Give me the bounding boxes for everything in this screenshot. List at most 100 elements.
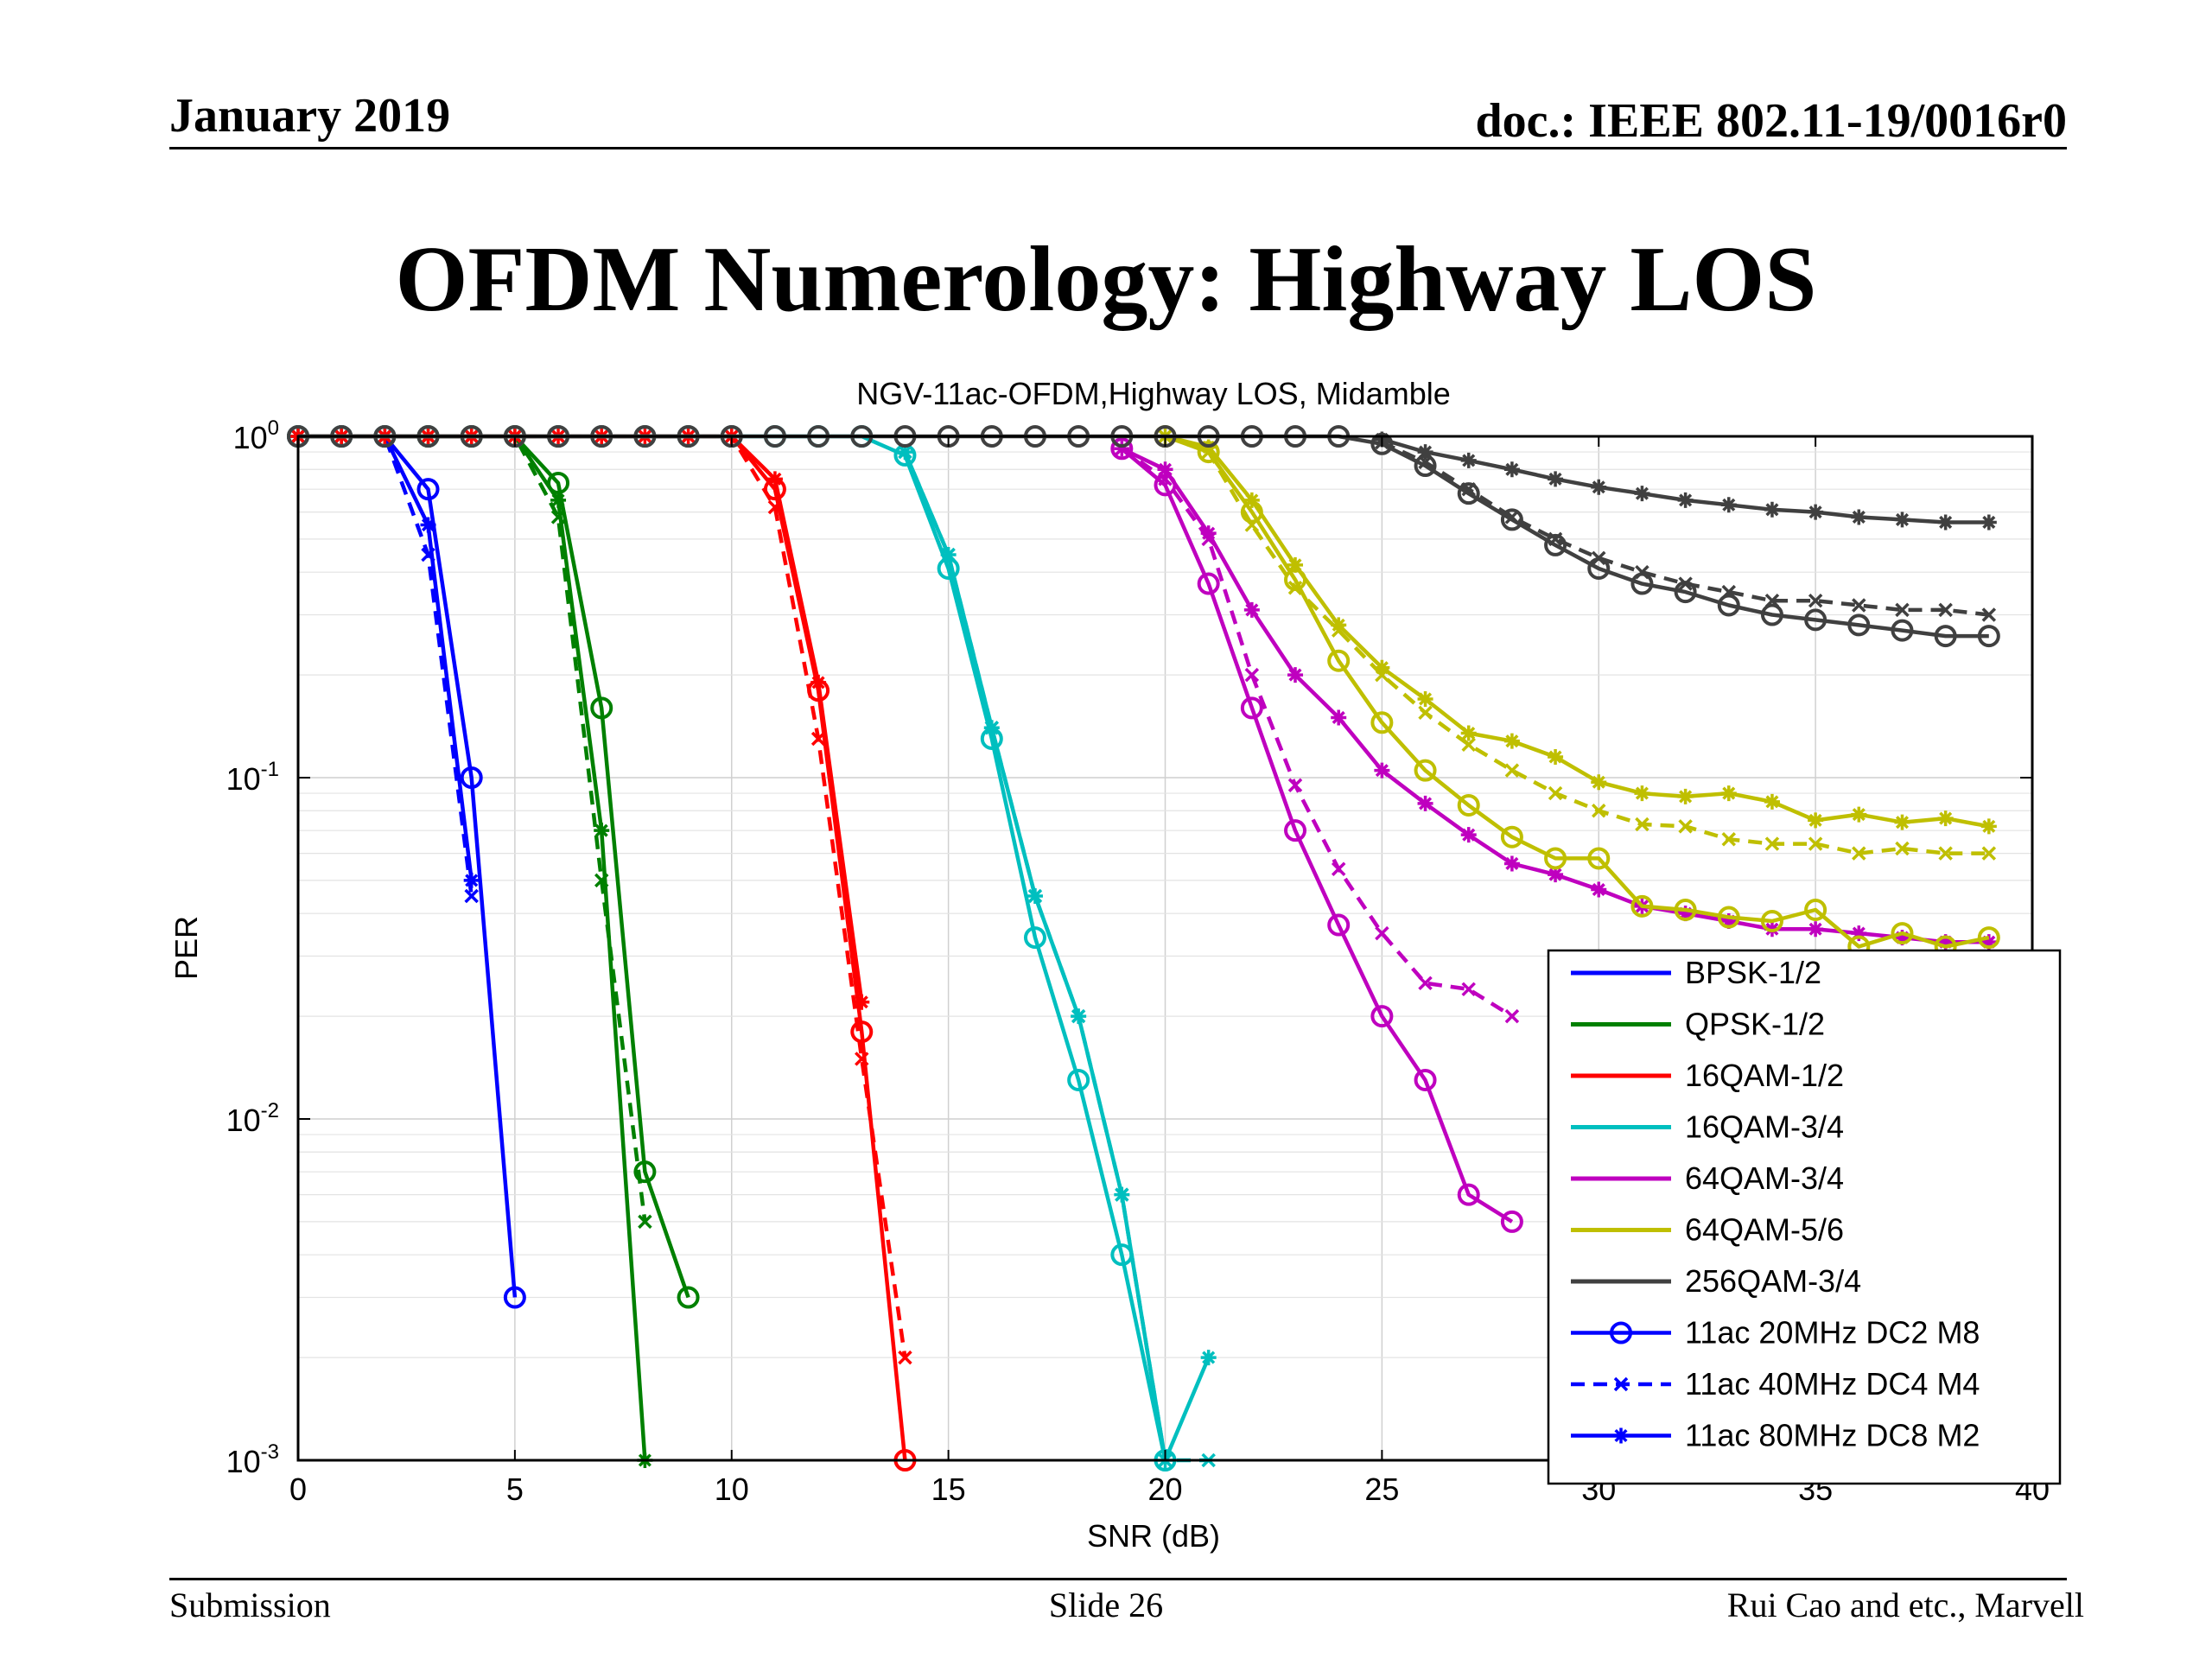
data-point <box>766 471 783 487</box>
legend-label: 16QAM-1/2 <box>1685 1058 1844 1093</box>
data-point <box>1764 836 1780 851</box>
data-point <box>1548 785 1563 801</box>
legend-label: 11ac 80MHz DC8 M2 <box>1685 1418 1980 1453</box>
data-point <box>1634 785 1650 802</box>
series-line <box>1120 447 1514 1224</box>
series-256qam-3-4-star-solid <box>1374 431 1997 531</box>
data-point <box>1114 441 1130 457</box>
series-line <box>298 434 864 1003</box>
legend-box <box>1547 949 2062 1485</box>
data-point <box>1592 804 1606 818</box>
data-point <box>1504 763 1520 778</box>
legend-label: 256QAM-3/4 <box>1685 1263 1861 1299</box>
series-64qam-5-6-circle-solid <box>1154 425 2000 958</box>
data-point <box>1635 564 1649 580</box>
data-point <box>590 696 613 720</box>
data-point <box>1808 921 1824 938</box>
series-line <box>298 434 907 1358</box>
y-axis-label: PER <box>168 916 204 980</box>
data-point <box>1243 601 1260 618</box>
data-point <box>1503 733 1520 749</box>
data-point <box>1980 818 1997 835</box>
data-point <box>1764 501 1780 518</box>
y-tick-label: 10-1 <box>226 758 279 797</box>
data-point <box>898 1350 912 1365</box>
data-point <box>1460 827 1477 843</box>
data-point <box>463 872 480 888</box>
series-line <box>298 434 907 1461</box>
data-point <box>1417 795 1433 811</box>
data-point <box>810 731 826 747</box>
data-point <box>1678 576 1693 591</box>
data-point <box>1808 812 1824 829</box>
data-point <box>1374 659 1390 676</box>
data-point <box>1937 934 1954 950</box>
data-point <box>1891 922 1914 945</box>
x-tick-label: 15 <box>931 1471 966 1507</box>
data-point <box>1592 550 1606 566</box>
chart-legend: BPSK-1/2 QPSK-1/2 16QAM-1/2 16QAM-3/4 64QAM-… <box>1547 949 2062 1485</box>
data-point <box>1414 1068 1437 1091</box>
data-point <box>1717 594 1740 617</box>
legend-label: 11ac 20MHz DC2 M8 <box>1685 1315 1980 1351</box>
series-16qam-1-2-circle-solid <box>287 425 917 1471</box>
data-point <box>1457 482 1480 505</box>
data-point <box>1461 982 1476 997</box>
data-point <box>1677 492 1694 508</box>
data-point <box>1808 504 1824 520</box>
data-point <box>897 444 913 461</box>
data-point <box>1717 906 1740 929</box>
data-point <box>460 766 483 789</box>
data-point <box>1981 607 1997 622</box>
data-point <box>1808 593 1823 608</box>
data-point <box>1934 625 1957 648</box>
series-line <box>298 434 647 1461</box>
data-point <box>464 888 479 904</box>
data-point <box>1591 479 1607 495</box>
data-point <box>1937 514 1954 531</box>
data-point <box>1895 841 1910 856</box>
data-point <box>1804 608 1827 632</box>
series-64qam-5-6-x-dashed <box>1158 429 1997 861</box>
header-doc-id: doc.: IEEE 802.11-19/0016r0 <box>1475 94 2067 148</box>
data-point <box>1331 617 1347 633</box>
data-point <box>1244 667 1260 683</box>
data-point <box>1418 705 1433 721</box>
data-point <box>1760 909 1783 932</box>
data-point <box>1548 867 1564 883</box>
data-point <box>1894 512 1910 528</box>
header-date: January 2019 <box>169 89 451 143</box>
data-point <box>1370 1005 1394 1028</box>
series-line <box>298 434 647 1223</box>
x-tick-label: 25 <box>1364 1471 1399 1507</box>
x-tick-label: 5 <box>506 1471 524 1507</box>
data-point <box>677 1286 700 1309</box>
data-point <box>1847 613 1871 637</box>
data-point <box>1760 603 1783 626</box>
series-64qam-3-4-circle-solid <box>1110 437 1523 1233</box>
legend-label: 64QAM-5/6 <box>1685 1212 1844 1248</box>
data-point <box>1504 510 1520 524</box>
data-point <box>1677 906 1694 922</box>
footer-divider <box>169 1578 2067 1580</box>
data-point <box>1677 788 1694 804</box>
series-bpsk-1-2-circle-solid <box>287 425 526 1309</box>
legend-label: BPSK-1/2 <box>1685 955 1821 990</box>
data-point <box>1720 497 1737 513</box>
data-point <box>1157 461 1173 478</box>
data-point <box>633 1160 657 1184</box>
data-point <box>1331 861 1346 876</box>
data-point <box>1894 814 1910 830</box>
data-point <box>1938 602 1953 618</box>
series-bpsk-1-2-star-solid <box>290 429 480 888</box>
footer-slide-number: Slide 26 <box>1048 1586 1164 1624</box>
x-tick-label: 10 <box>715 1471 749 1507</box>
data-point <box>1548 749 1564 766</box>
data-point <box>854 994 870 1010</box>
data-point <box>1808 836 1823 851</box>
data-point <box>1894 930 1910 946</box>
data-point <box>1244 518 1260 532</box>
data-point <box>1114 1186 1130 1203</box>
data-point <box>855 1052 869 1066</box>
data-point <box>1457 793 1480 817</box>
